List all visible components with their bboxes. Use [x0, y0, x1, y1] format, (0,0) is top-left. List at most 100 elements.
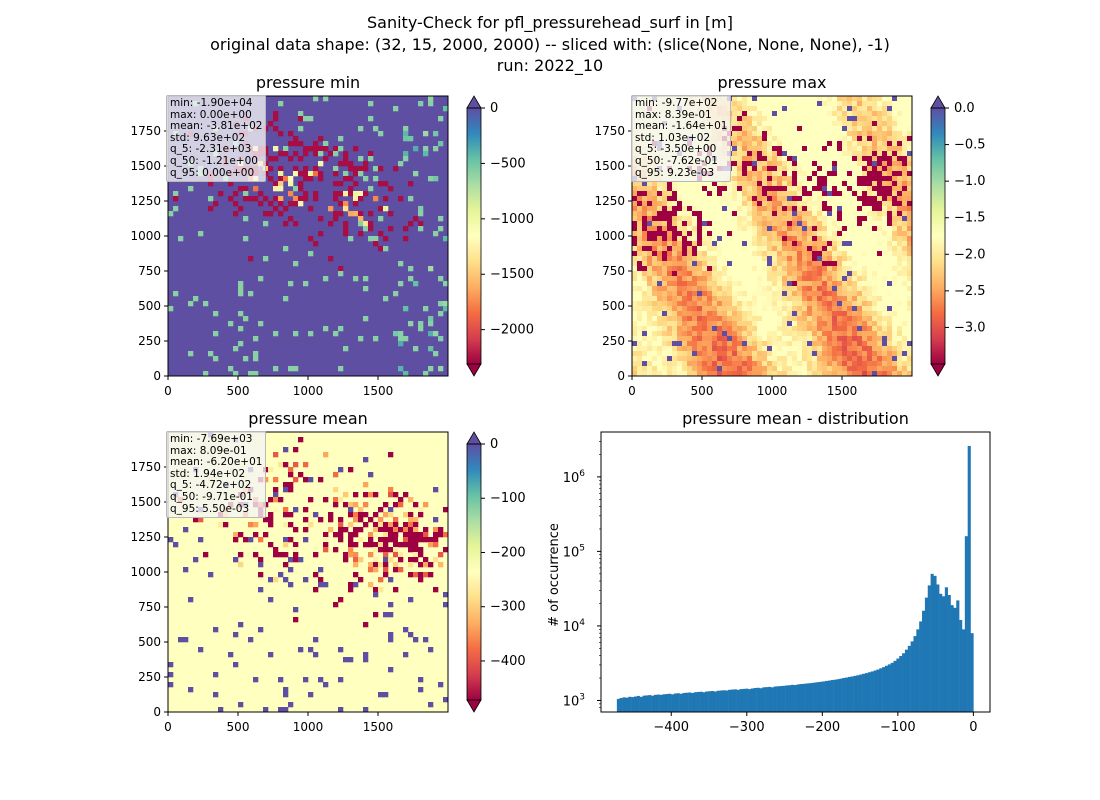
- heatmap-cell: [752, 361, 758, 367]
- heatmap-cell: [702, 371, 708, 377]
- heatmap-cell: [697, 271, 703, 277]
- heatmap-cell: [672, 331, 678, 337]
- heatmap-cell: [772, 366, 778, 372]
- heatmap-cell: [752, 206, 758, 212]
- heatmap-cell: [807, 96, 813, 102]
- histogram-bar: [913, 636, 917, 712]
- heatmap-cell: [842, 306, 848, 312]
- heatmap-cell: [378, 517, 384, 523]
- heatmap-cell: [857, 326, 863, 332]
- heatmap-cell: [782, 366, 788, 372]
- heatmap-cell: [218, 707, 224, 713]
- heatmap-cell: [233, 557, 239, 563]
- heatmap-cell: [278, 677, 284, 683]
- heatmap-cell: [772, 326, 778, 332]
- heatmap-cell: [632, 356, 638, 362]
- heatmap-cell: [707, 196, 713, 202]
- heatmap-cell: [812, 336, 818, 342]
- heatmap-cell: [423, 562, 429, 568]
- heatmap-cell: [807, 196, 813, 202]
- heatmap-cell: [817, 111, 823, 117]
- histogram-bar: [639, 696, 643, 712]
- heatmap-cell: [632, 326, 638, 332]
- heatmap-cell: [807, 171, 813, 177]
- heatmap-cell: [792, 131, 798, 137]
- heatmap-cell: [772, 251, 778, 257]
- stats-box-pressure-max: min: -9.77e+02 max: 8.39e-01 mean: -1.64…: [631, 95, 732, 183]
- heatmap-cell: [762, 356, 768, 362]
- heatmap-cell: [687, 241, 693, 247]
- heatmap-cell: [393, 522, 399, 528]
- heatmap-cell: [792, 306, 798, 312]
- heatmap-cell: [772, 256, 778, 262]
- heatmap-cell: [777, 261, 783, 267]
- heatmap-cell: [817, 331, 823, 337]
- heatmap-cell: [657, 246, 663, 252]
- heatmap-cell: [408, 497, 414, 503]
- heatmap-cell: [762, 166, 768, 172]
- histogram-bar: [762, 687, 766, 712]
- heatmap-cell: [772, 116, 778, 122]
- heatmap-cell: [877, 216, 883, 222]
- heatmap-cell: [722, 301, 728, 307]
- heatmap-cell: [807, 286, 813, 292]
- heatmap-cell: [787, 156, 793, 162]
- heatmap-cell: [368, 542, 374, 548]
- heatmap-cell: [832, 296, 838, 302]
- heatmap-cell: [822, 181, 828, 187]
- heatmap-cell: [712, 256, 718, 262]
- heatmap-cell: [877, 271, 883, 277]
- heatmap-cell: [288, 582, 294, 588]
- heatmap-cell: [787, 211, 793, 217]
- heatmap-cell: [772, 371, 778, 377]
- heatmap-cell: [697, 306, 703, 312]
- heatmap-cell: [892, 366, 898, 372]
- heatmap-cell: [358, 196, 364, 202]
- heatmap-cell: [303, 537, 309, 543]
- heatmap-cell: [812, 341, 818, 347]
- heatmap-cell: [902, 151, 908, 157]
- heatmap-cell: [642, 266, 648, 272]
- heatmap-cell: [393, 291, 399, 297]
- heatmap-cell: [862, 196, 868, 202]
- colorbar-extend-min: [466, 363, 482, 377]
- heatmap-cell: [882, 276, 888, 282]
- heatmap-cell: [862, 201, 868, 207]
- histogram-bar: [787, 685, 792, 712]
- heatmap-cell: [383, 562, 389, 568]
- heatmap-cell: [408, 136, 414, 142]
- heatmap-cell: [892, 261, 898, 267]
- heatmap-cell: [303, 146, 309, 152]
- heatmap-cell: [782, 211, 788, 217]
- heatmap-cell: [822, 126, 828, 132]
- heatmap-cell: [757, 171, 763, 177]
- heatmap-cell: [837, 106, 843, 112]
- heatmap-cell: [682, 366, 688, 372]
- heatmap-cell: [782, 171, 788, 177]
- heatmap-cell: [777, 326, 783, 332]
- heatmap-cell: [772, 336, 778, 342]
- histogram-bar: [907, 645, 911, 712]
- heatmap-cell: [742, 231, 748, 237]
- heatmap-cell: [752, 116, 758, 122]
- heatmap-cell: [892, 181, 898, 187]
- heatmap-cell: [647, 266, 653, 272]
- heatmap-cell: [907, 281, 913, 287]
- heatmap-cell: [852, 221, 858, 227]
- heatmap-cell: [867, 316, 873, 322]
- colorbar-extend-max: [466, 95, 482, 109]
- heatmap-cell: [867, 111, 873, 117]
- heatmap-cell: [877, 166, 883, 172]
- heatmap-cell: [268, 156, 274, 162]
- heatmap-cell: [757, 286, 763, 292]
- heatmap-cell: [213, 331, 219, 337]
- heatmap-cell: [907, 156, 913, 162]
- heatmap-cell: [338, 522, 344, 528]
- heatmap-cell: [737, 301, 743, 307]
- heatmap-cell: [687, 321, 693, 327]
- heatmap-cell: [887, 156, 893, 162]
- heatmap-cell: [902, 326, 908, 332]
- heatmap-cell: [657, 271, 663, 277]
- heatmap-cell: [897, 111, 903, 117]
- heatmap-cell: [882, 166, 888, 172]
